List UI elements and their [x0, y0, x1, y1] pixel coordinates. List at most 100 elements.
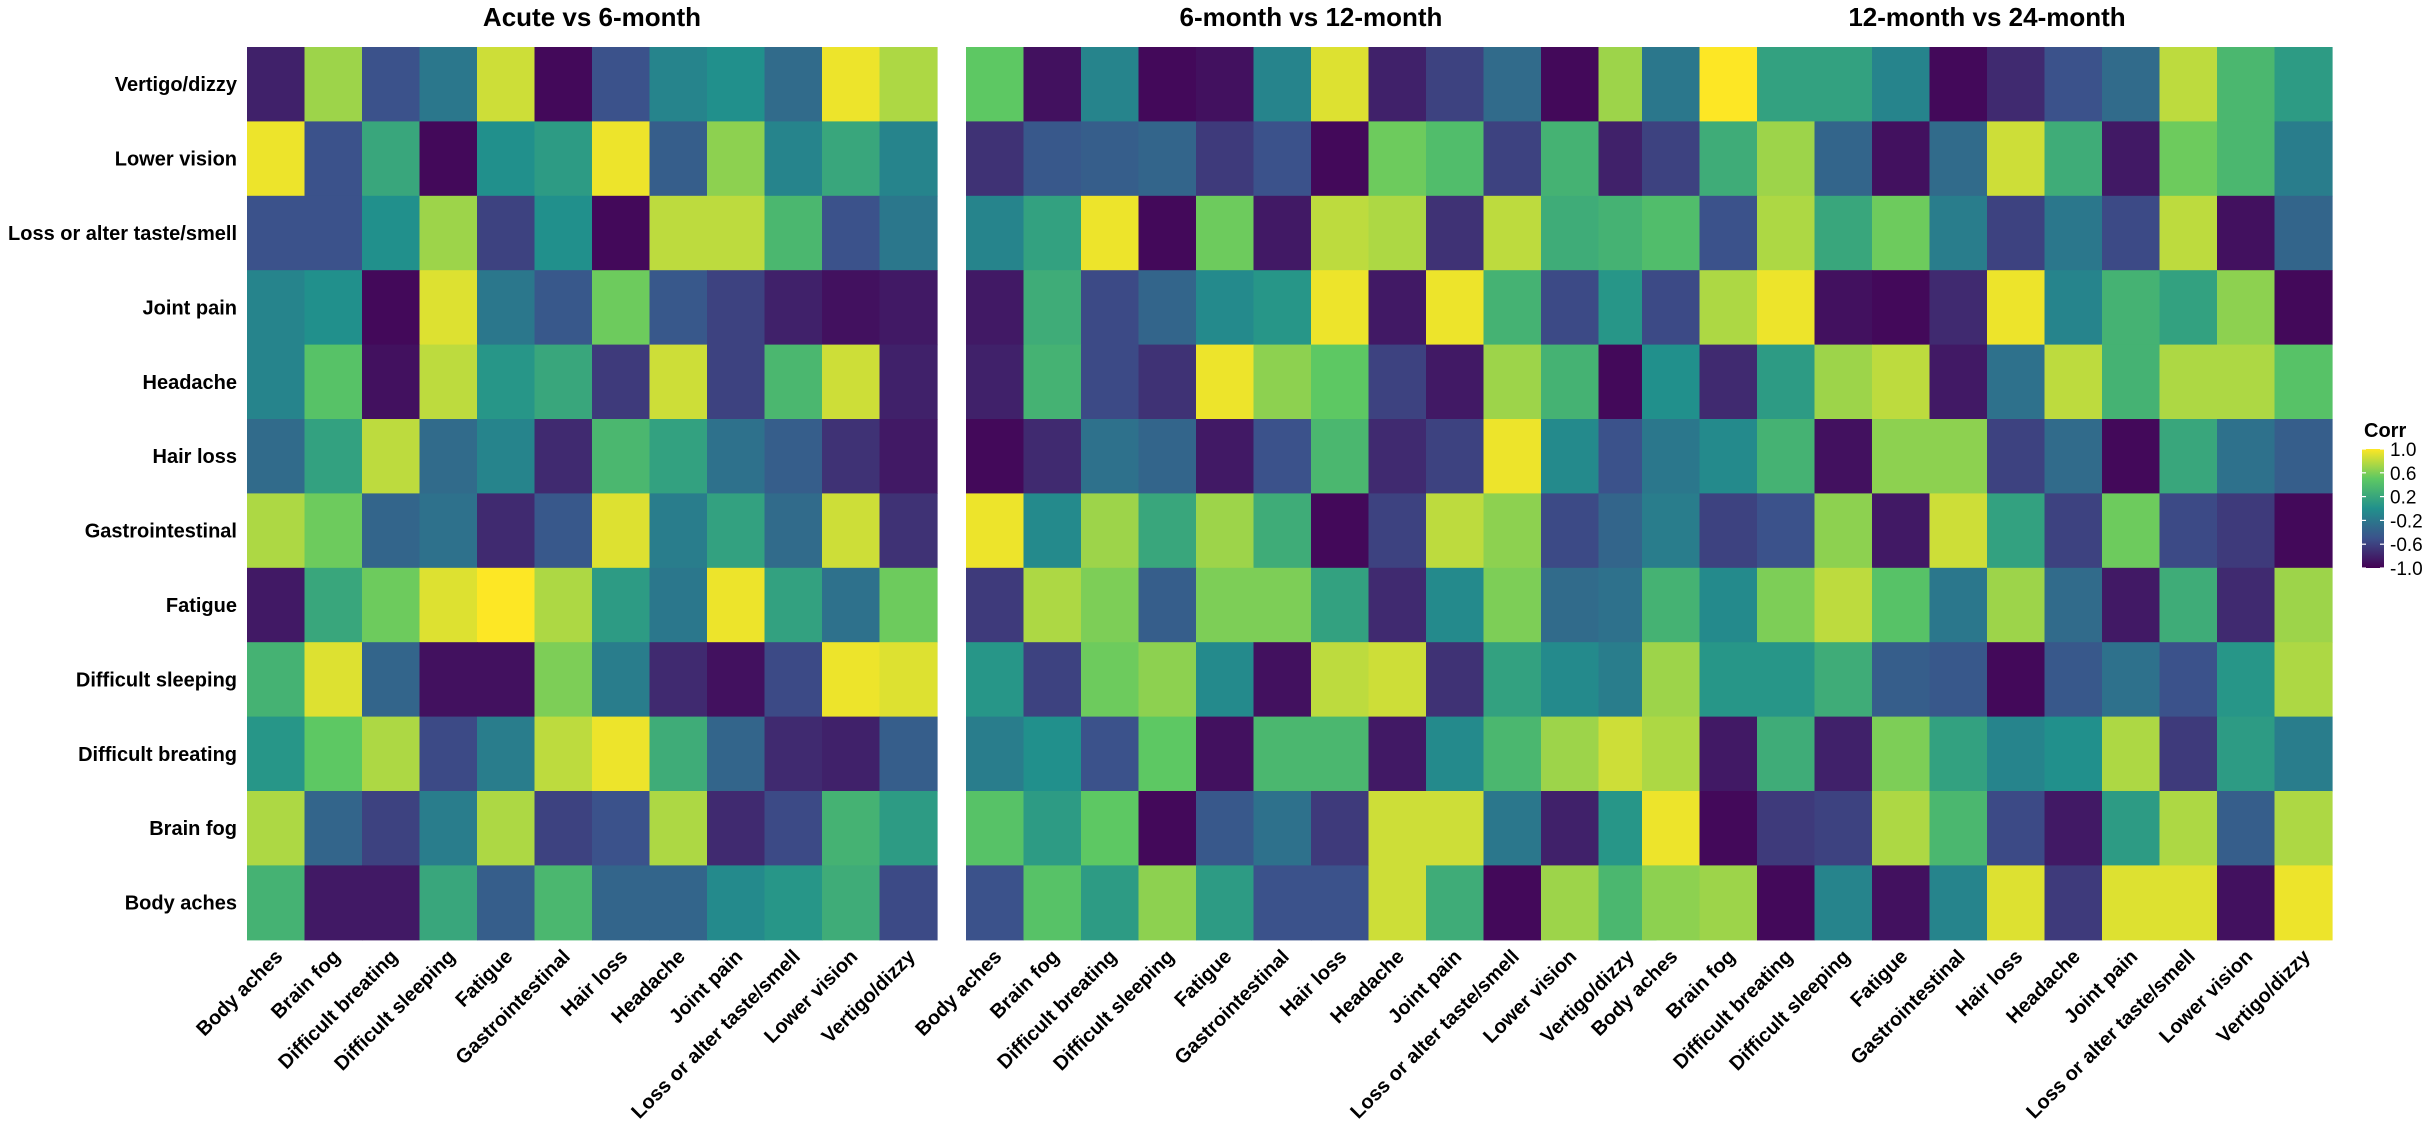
heatmap-cell	[1426, 791, 1485, 866]
heatmap-cell	[764, 642, 823, 718]
heatmap-cell	[1081, 419, 1140, 494]
heatmap-cell	[1138, 865, 1197, 941]
heatmap-cell	[2102, 121, 2161, 197]
heatmap-cell	[1081, 642, 1140, 718]
heatmap-cell	[1426, 121, 1485, 197]
heatmap-cell	[707, 791, 766, 866]
heatmap-cell	[822, 419, 881, 494]
heatmap-cell	[1311, 493, 1370, 569]
heatmap-cell	[1196, 47, 1255, 122]
heatmap-cell	[2159, 791, 2218, 866]
heatmap-cell	[1081, 195, 1140, 271]
heatmap-cell	[822, 493, 881, 569]
heatmap-cell	[2274, 47, 2333, 122]
heatmap-cell	[2217, 567, 2276, 643]
heatmap-cell	[649, 47, 708, 122]
heatmap-cell	[1023, 121, 1082, 197]
heatmap-cell	[2102, 270, 2161, 346]
heatmap-cell	[534, 195, 593, 271]
heatmap-cell	[764, 270, 823, 346]
heatmap-cell	[592, 493, 651, 569]
heatmap-cell	[2159, 121, 2218, 197]
heatmap-cell	[419, 567, 478, 643]
heatmap-cell	[1311, 419, 1370, 494]
heatmap-cell	[1196, 791, 1255, 866]
heatmap-cell	[649, 419, 708, 494]
legend-tick-label: -0.6	[2390, 535, 2423, 556]
heatmap-cell	[649, 270, 708, 346]
heatmap-cell	[1023, 344, 1082, 420]
heatmap-cell	[764, 493, 823, 569]
heatmap-cell	[2102, 195, 2161, 271]
heatmap-cell	[1757, 195, 1816, 271]
heatmap-cell	[1253, 716, 1312, 792]
heatmap-cell	[1699, 344, 1758, 420]
heatmap-cell	[419, 716, 478, 792]
heatmap-cell	[1368, 47, 1427, 122]
heatmap-cell	[592, 865, 651, 941]
heatmap-cell	[822, 865, 881, 941]
heatmap-cell	[1929, 195, 1988, 271]
heatmap-cell	[1642, 493, 1701, 569]
heatmap-cell	[1081, 865, 1140, 941]
heatmap-cell	[1929, 791, 1988, 866]
heatmap-cell	[1023, 642, 1082, 718]
heatmap-cell	[1138, 195, 1197, 271]
heatmap-cell	[477, 865, 536, 941]
heatmap-cell	[592, 716, 651, 792]
heatmap-cell	[1483, 791, 1542, 866]
heatmap-cell	[477, 195, 536, 271]
heatmap-cell	[764, 865, 823, 941]
heatmap-cell	[247, 419, 306, 494]
heatmap-cell	[1311, 716, 1370, 792]
heatmap-cell	[1872, 493, 1931, 569]
heatmap-cell	[419, 344, 478, 420]
heatmap-cell	[1081, 270, 1140, 346]
heatmap-cell	[1311, 567, 1370, 643]
heatmap-cell	[2102, 865, 2161, 941]
heatmap-cell	[1426, 344, 1485, 420]
heatmap-cell	[1541, 270, 1600, 346]
heatmap-cell	[2274, 121, 2333, 197]
heatmap-cell	[1757, 716, 1816, 792]
heatmap-cell	[2102, 716, 2161, 792]
heatmap-cell	[304, 121, 363, 197]
heatmap-cell	[2159, 195, 2218, 271]
heatmap-cell	[1872, 716, 1931, 792]
heatmap-cell	[477, 344, 536, 420]
heatmap-cell	[1541, 47, 1600, 122]
heatmap-cell	[362, 419, 421, 494]
legend-tick-label: -1.0	[2390, 559, 2423, 580]
heatmap-cell	[1138, 716, 1197, 792]
heatmap-cell	[304, 419, 363, 494]
heatmap-cell	[1483, 567, 1542, 643]
heatmap-cell	[304, 642, 363, 718]
heatmap-cell	[1426, 567, 1485, 643]
heatmap-cell	[764, 716, 823, 792]
heatmap-cell	[879, 121, 938, 197]
heatmap-cell	[1196, 567, 1255, 643]
heatmap-cell	[1814, 865, 1873, 941]
heatmap-cell	[247, 865, 306, 941]
heatmap-cell	[649, 567, 708, 643]
heatmap-cell	[1814, 344, 1873, 420]
heatmap-cell	[1253, 47, 1312, 122]
heatmap-cell	[1541, 419, 1600, 494]
heatmap-cell	[1872, 791, 1931, 866]
heatmap-cell	[1814, 567, 1873, 643]
heatmap-cell	[707, 567, 766, 643]
heatmap-cell	[764, 121, 823, 197]
heatmap-cell	[1814, 121, 1873, 197]
heatmap-cell	[764, 419, 823, 494]
heatmap-cell	[1699, 121, 1758, 197]
heatmap-cell	[2044, 791, 2103, 866]
heatmap-cell	[649, 865, 708, 941]
heatmap-cell	[534, 419, 593, 494]
row-label: Headache	[143, 372, 238, 394]
heatmap-cell	[1757, 121, 1816, 197]
legend-title: Corr	[2364, 420, 2406, 442]
heatmap-cell	[1023, 419, 1082, 494]
heatmap-cell	[1699, 493, 1758, 569]
heatmap-cell	[1138, 121, 1197, 197]
heatmap-cell	[1929, 419, 1988, 494]
